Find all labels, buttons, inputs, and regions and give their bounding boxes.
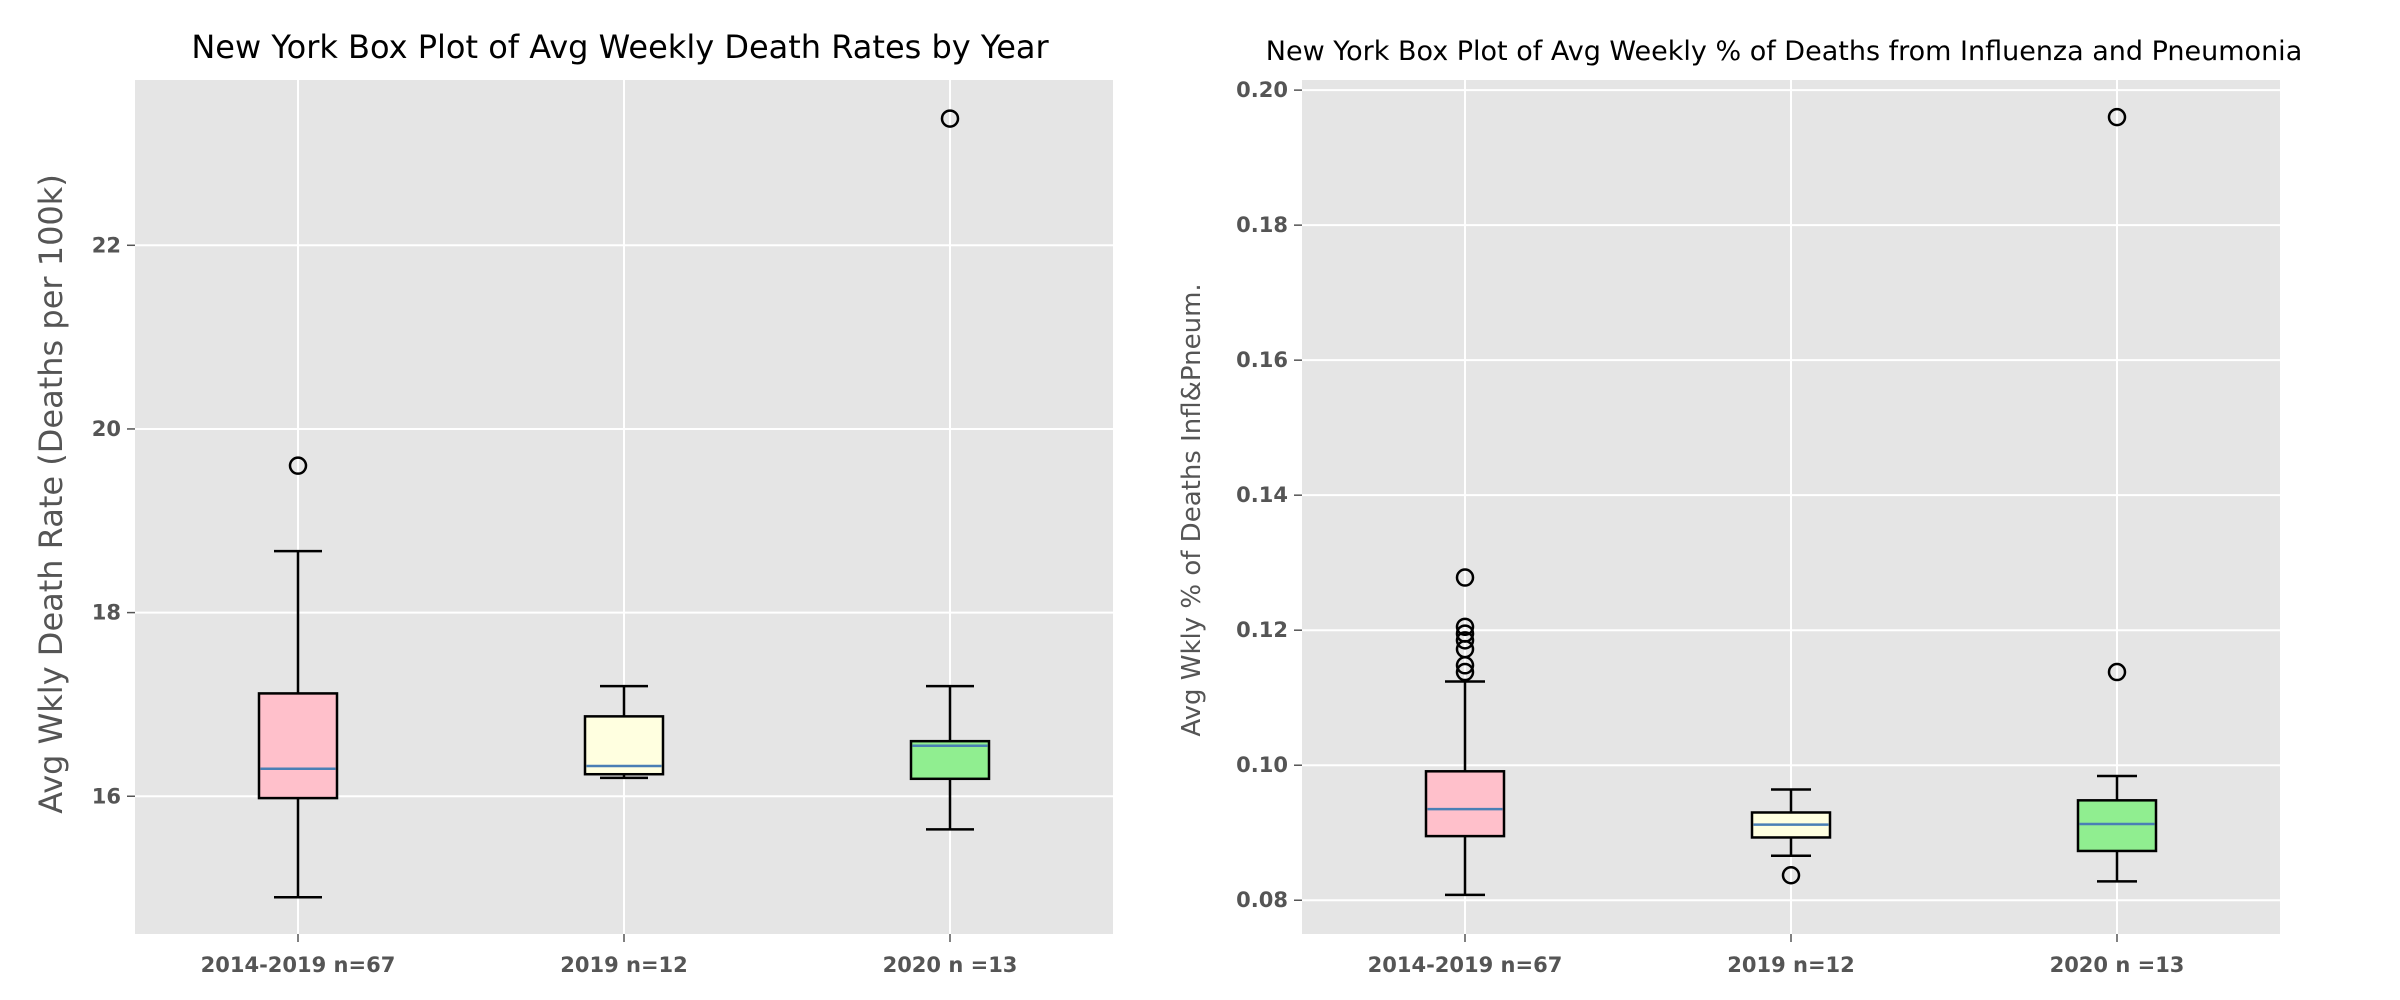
y-axis-label: Avg Wkly % of Deaths Infl&Pneum. [1177,283,1207,736]
chart-title: New York Box Plot of Avg Weekly % of Dea… [1266,36,2302,67]
flu-pneumonia-box-plot: New York Box Plot of Avg Weekly % of Dea… [1177,36,2302,977]
y-tick-label: 0.18 [1236,213,1288,237]
y-tick-label: 0.12 [1236,618,1288,642]
outlier-point [2107,107,2127,127]
outlier-point [288,456,308,475]
x-tick-label: 2020 n =13 [883,953,1018,977]
y-tick-label: 0.16 [1236,348,1288,372]
outlier-point [1455,624,1475,643]
box [1424,770,1506,838]
y-tick-label: 0.10 [1236,753,1288,777]
y-tick-label: 0.14 [1236,483,1288,507]
box [583,715,665,776]
outlier-point [1455,631,1475,650]
y-tick-label: 0.08 [1236,888,1288,912]
x-tick-label: 2019 n=12 [1727,953,1855,977]
death-rate-box-plot: New York Box Plot of Avg Weekly Death Ra… [32,28,1113,977]
outlier-point [1455,617,1475,637]
outlier-point [1455,568,1475,587]
x-tick-label: 2020 n =13 [2050,953,2185,977]
y-tick-label: 20 [92,417,121,441]
box [2076,799,2158,853]
outlier-point [1455,662,1475,682]
y-axis-label: Avg Wkly Death Rate (Deaths per 100k) [32,174,70,814]
y-tick-label: 22 [92,233,121,257]
x-tick-label: 2019 n=12 [560,953,688,977]
chart-title: New York Box Plot of Avg Weekly Death Ra… [191,28,1049,66]
outlier-point [940,109,960,128]
box [909,739,991,781]
x-tick-label: 2014-2019 n=67 [1368,953,1563,977]
y-tick-label: 16 [92,784,121,808]
outlier-point [2107,662,2127,682]
y-tick-label: 18 [92,601,121,625]
box [257,692,339,800]
y-tick-label: 0.20 [1236,78,1288,102]
x-tick-label: 2014-2019 n=67 [201,953,396,977]
outlier-point [1781,866,1801,885]
